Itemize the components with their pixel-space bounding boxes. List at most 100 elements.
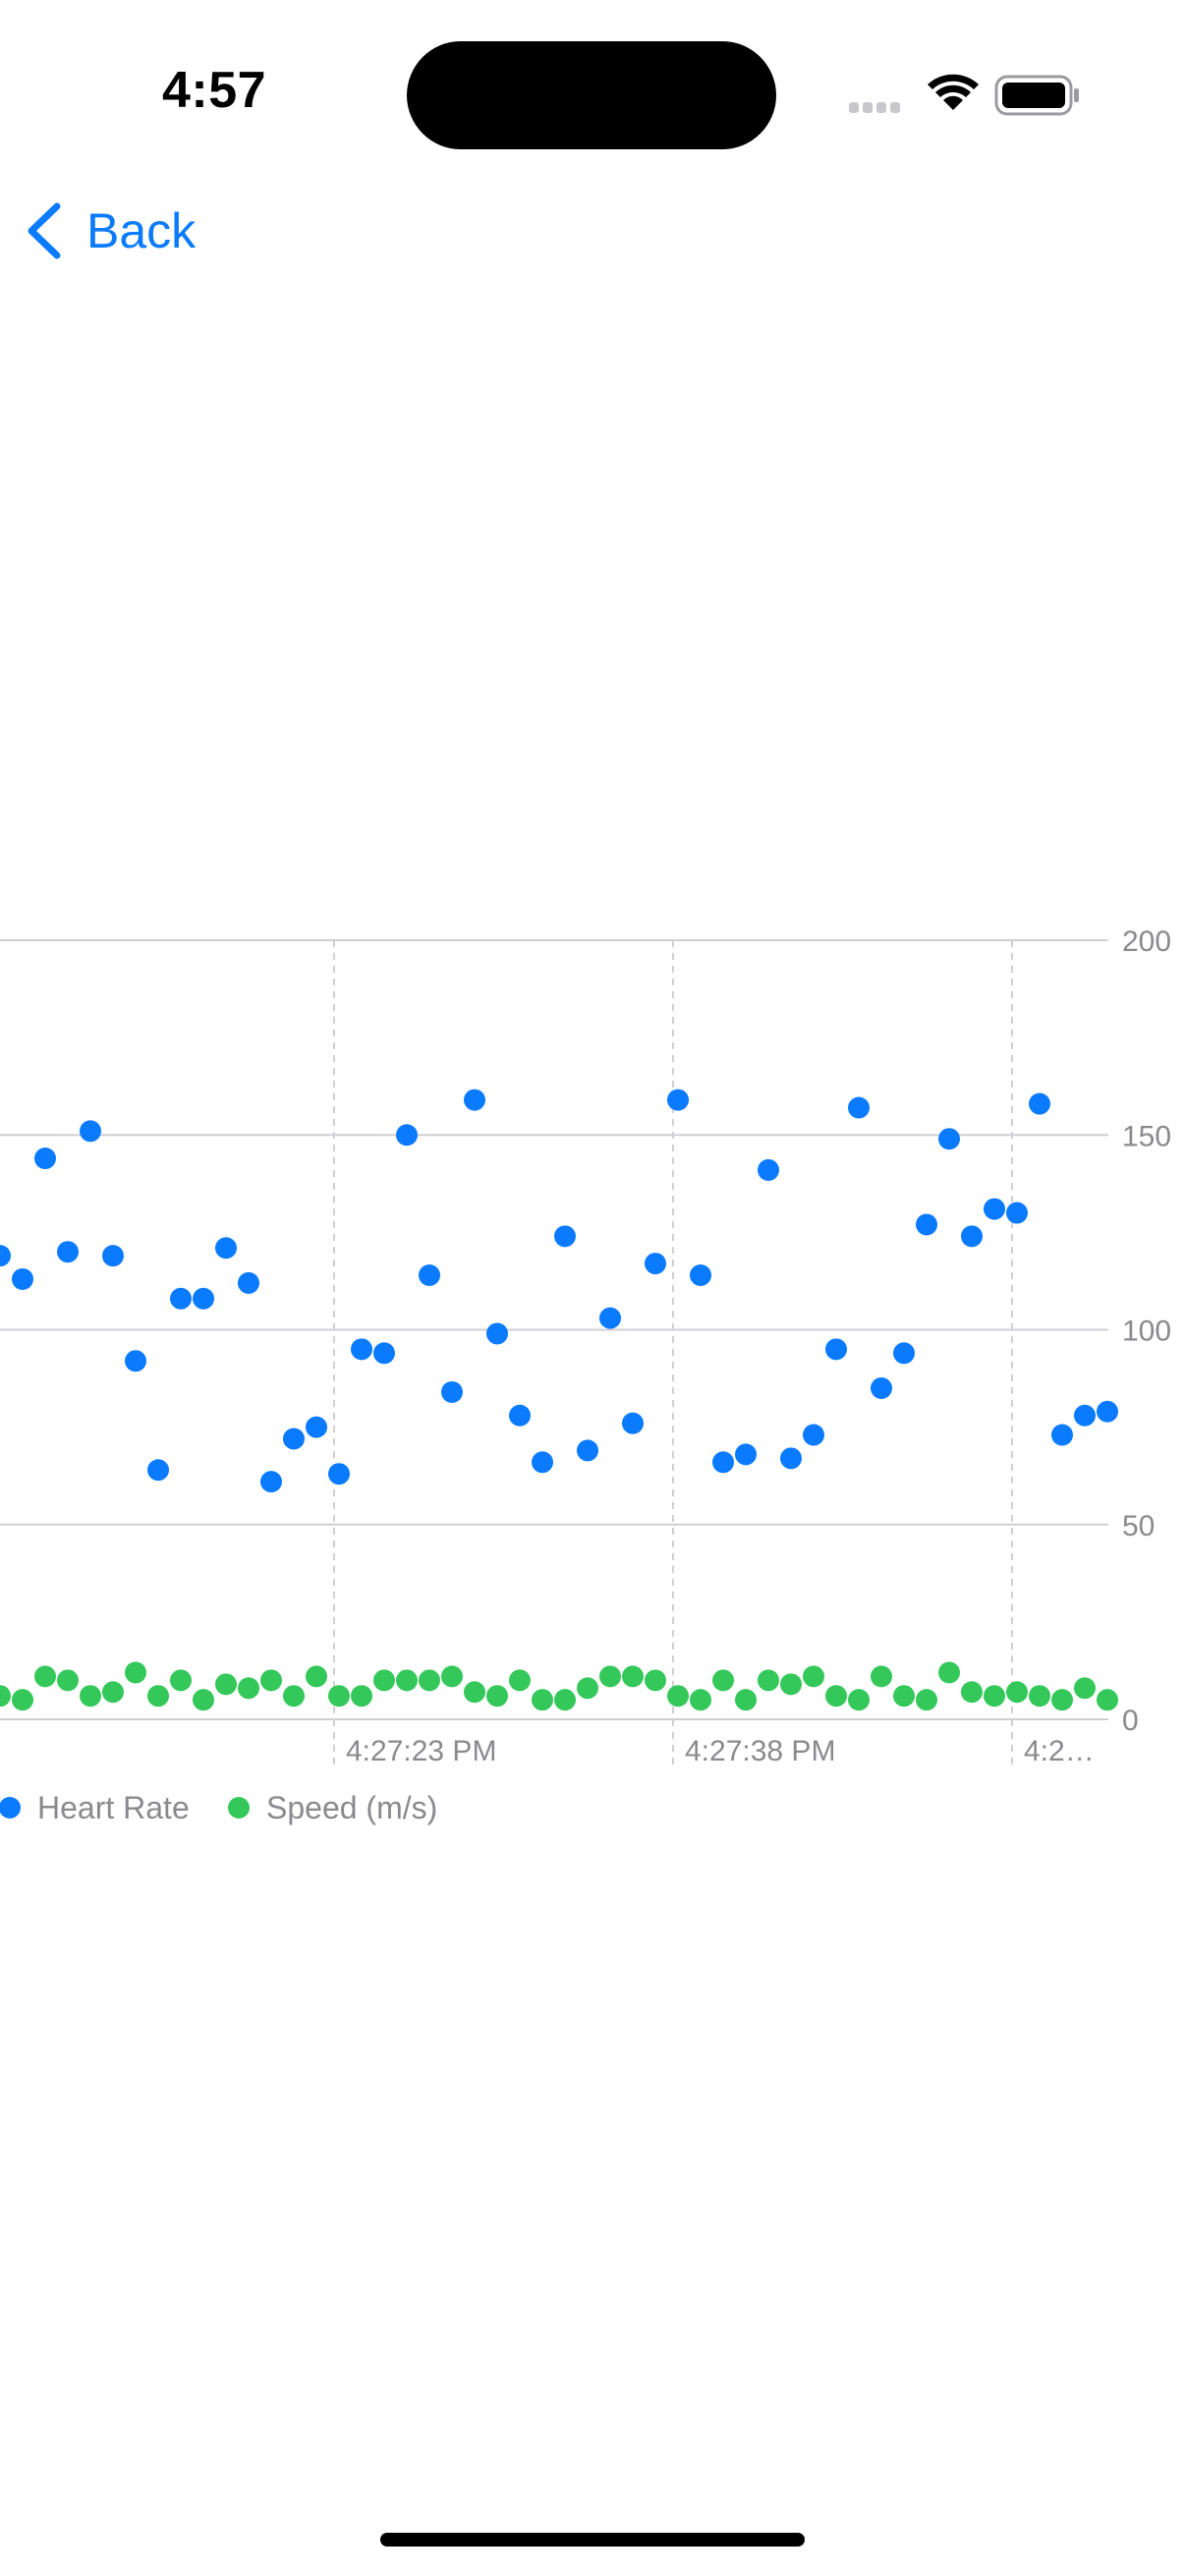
speed-point xyxy=(532,1689,553,1711)
chart-grid xyxy=(0,939,1108,1768)
heart-rate-point xyxy=(283,1428,305,1450)
heart-rate-point xyxy=(1051,1424,1073,1446)
speed-point xyxy=(170,1669,192,1692)
y-axis: 0 50 100 150 200 xyxy=(1122,925,1171,1737)
heart-rate-point xyxy=(238,1271,259,1294)
speed-point xyxy=(1097,1689,1118,1711)
heart-rate-point xyxy=(80,1120,101,1143)
status-time: 4:57 xyxy=(162,62,267,119)
heart-rate-point xyxy=(373,1342,395,1365)
x-tick-label: 4:2… xyxy=(1024,1735,1095,1767)
heart-rate-point xyxy=(509,1404,531,1427)
y-tick-label: 200 xyxy=(1122,925,1171,958)
speed-point xyxy=(554,1689,576,1711)
speed-point xyxy=(283,1685,305,1708)
back-button[interactable]: Back xyxy=(22,196,196,265)
heart-rate-point xyxy=(215,1237,237,1260)
legend-label: Heart Rate xyxy=(37,1790,190,1825)
speed-point xyxy=(57,1669,79,1692)
speed-point xyxy=(441,1665,463,1688)
wifi-icon xyxy=(928,74,979,110)
speed-point xyxy=(306,1665,327,1688)
heart-rate-point xyxy=(147,1459,169,1482)
heart-rate-point xyxy=(193,1287,214,1310)
heart-rate-point xyxy=(938,1128,960,1150)
speed-point xyxy=(419,1669,440,1692)
speed-point xyxy=(1074,1677,1096,1700)
y-tick-label: 0 xyxy=(1122,1705,1139,1737)
heart-rate-point xyxy=(780,1447,802,1470)
x-tick-label: 4:27:38 PM xyxy=(685,1735,835,1767)
heart-rate-point xyxy=(577,1439,598,1462)
heart-rate-point xyxy=(871,1376,892,1399)
speed-point xyxy=(916,1689,937,1711)
speed-point xyxy=(622,1665,644,1688)
heart-rate-point xyxy=(34,1148,56,1170)
heart-rate-point xyxy=(1097,1400,1118,1423)
heart-rate-point xyxy=(102,1245,124,1267)
speed-point xyxy=(577,1677,598,1700)
heart-rate-point xyxy=(916,1213,937,1236)
heart-rate-point xyxy=(893,1342,915,1365)
status-icons xyxy=(849,74,1079,116)
y-tick-label: 50 xyxy=(1122,1510,1155,1542)
chevron-left-icon xyxy=(28,202,61,259)
heart-rate-point xyxy=(848,1096,870,1119)
speed-point xyxy=(373,1669,395,1692)
speed-point xyxy=(1006,1681,1028,1704)
speed-point xyxy=(1051,1689,1073,1711)
speed-point xyxy=(667,1685,689,1708)
speed-point xyxy=(599,1665,621,1688)
home-indicator xyxy=(380,2533,805,2547)
heart-rate-point xyxy=(260,1471,282,1493)
series-points xyxy=(0,1661,1118,1711)
heart-rate-point xyxy=(328,1463,350,1485)
heart-rate-point xyxy=(690,1263,711,1286)
speed-point xyxy=(984,1685,1005,1708)
speed-point xyxy=(848,1689,870,1711)
y-tick-label: 100 xyxy=(1122,1316,1171,1348)
speed-point xyxy=(961,1681,983,1704)
speed-point xyxy=(758,1669,779,1692)
speed-point xyxy=(735,1689,757,1711)
speed-point xyxy=(147,1685,169,1708)
heart-rate-point xyxy=(441,1380,463,1403)
x-tick-label: 4:27:23 PM xyxy=(346,1735,496,1767)
speed-point xyxy=(825,1685,847,1708)
speed-point xyxy=(780,1673,802,1696)
speed-point xyxy=(328,1685,350,1708)
battery-icon xyxy=(994,75,1079,116)
heart-rate-point xyxy=(1029,1092,1050,1115)
speed-point xyxy=(464,1681,485,1704)
heart-rate-point xyxy=(486,1322,508,1345)
heart-rate-point xyxy=(532,1451,553,1474)
heart-rate-point xyxy=(735,1443,757,1466)
speed-point xyxy=(893,1685,915,1708)
speed-point xyxy=(215,1673,237,1696)
speed-point xyxy=(102,1681,124,1704)
heart-rate-point xyxy=(758,1158,779,1181)
speed-point xyxy=(0,1685,11,1708)
heart-rate-point xyxy=(0,1245,11,1267)
speed-point xyxy=(938,1661,960,1684)
speed-point xyxy=(871,1665,892,1688)
heart-rate-point xyxy=(419,1263,440,1286)
speed-point xyxy=(351,1685,372,1708)
y-tick-label: 150 xyxy=(1122,1120,1171,1152)
heart-rate-point xyxy=(57,1241,79,1263)
chart-legend: Heart Rate Speed (m/s) xyxy=(0,1790,437,1825)
speed-point xyxy=(12,1689,33,1711)
heart-rate-point xyxy=(622,1412,644,1434)
heart-rate-point xyxy=(1074,1404,1096,1427)
speed-point xyxy=(690,1689,711,1711)
x-axis: 4:27:23 PM 4:27:38 PM 4:2… xyxy=(346,1735,1095,1767)
legend-marker xyxy=(0,1797,21,1819)
speed-point xyxy=(712,1669,734,1692)
heart-rate-point xyxy=(12,1267,33,1290)
speed-point xyxy=(34,1665,56,1688)
speed-point xyxy=(486,1685,508,1708)
heart-rate-point xyxy=(170,1287,192,1310)
scatter-chart: 0 50 100 150 200 4:27:23 PM 4:27:38 PM 4:2… He… xyxy=(0,925,1171,1825)
heart-rate-point xyxy=(351,1338,372,1361)
speed-point xyxy=(509,1669,531,1692)
